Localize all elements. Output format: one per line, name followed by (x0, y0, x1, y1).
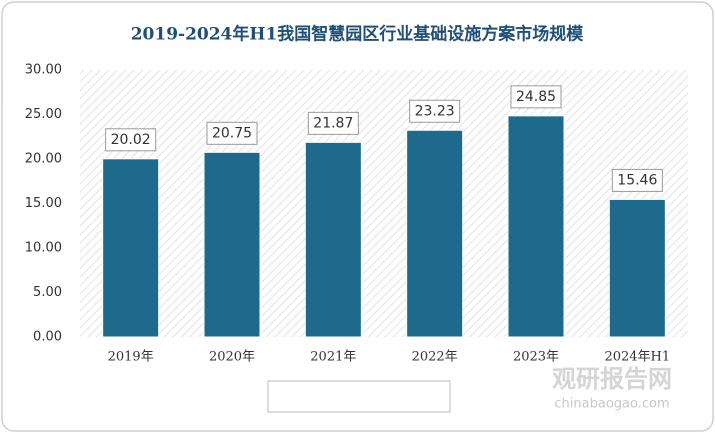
value-label-box (307, 111, 359, 135)
x-tick-label: 2023年 (513, 350, 559, 365)
y-tick-label: 10.00 (25, 241, 62, 256)
value-label-box (105, 128, 157, 152)
bar (507, 115, 565, 338)
value-label-box (409, 99, 461, 123)
bar (304, 141, 362, 338)
plot-area (80, 70, 688, 337)
value-label: 15.46 (617, 172, 657, 188)
value-label-box (206, 121, 258, 145)
value-label: 23.23 (415, 103, 455, 119)
x-tick-label: 2024年H1 (604, 350, 670, 365)
y-tick-label: 0.00 (33, 330, 62, 345)
x-tick-label: 2019年 (108, 350, 154, 365)
y-tick-label: 20.00 (25, 152, 62, 167)
value-label: 21.87 (313, 115, 353, 131)
x-tick-label: 2021年 (310, 350, 356, 365)
y-tick-label: 25.00 (25, 107, 62, 122)
watermark-url: chinabaogao.com (554, 397, 669, 412)
bar (608, 198, 666, 338)
x-tick-label: 2020年 (209, 350, 255, 365)
value-label: 20.02 (111, 132, 151, 148)
bar (406, 129, 464, 338)
watermark-name: 观研报告网 (552, 365, 672, 393)
x-tick-label: 2022年 (412, 350, 458, 365)
value-label: 20.75 (212, 125, 252, 141)
bar (102, 158, 160, 338)
value-label-box (510, 85, 562, 109)
y-tick-label: 5.00 (33, 285, 62, 300)
y-tick-label: 15.00 (25, 196, 62, 211)
value-label-box (611, 168, 663, 192)
chart-title: 2019-2024年H1我国智慧园区行业基础设施方案市场规模 (131, 24, 585, 45)
bar (203, 151, 261, 338)
y-tick-label: 30.00 (25, 63, 62, 78)
value-label: 24.85 (516, 89, 556, 105)
legend-box (267, 380, 451, 413)
